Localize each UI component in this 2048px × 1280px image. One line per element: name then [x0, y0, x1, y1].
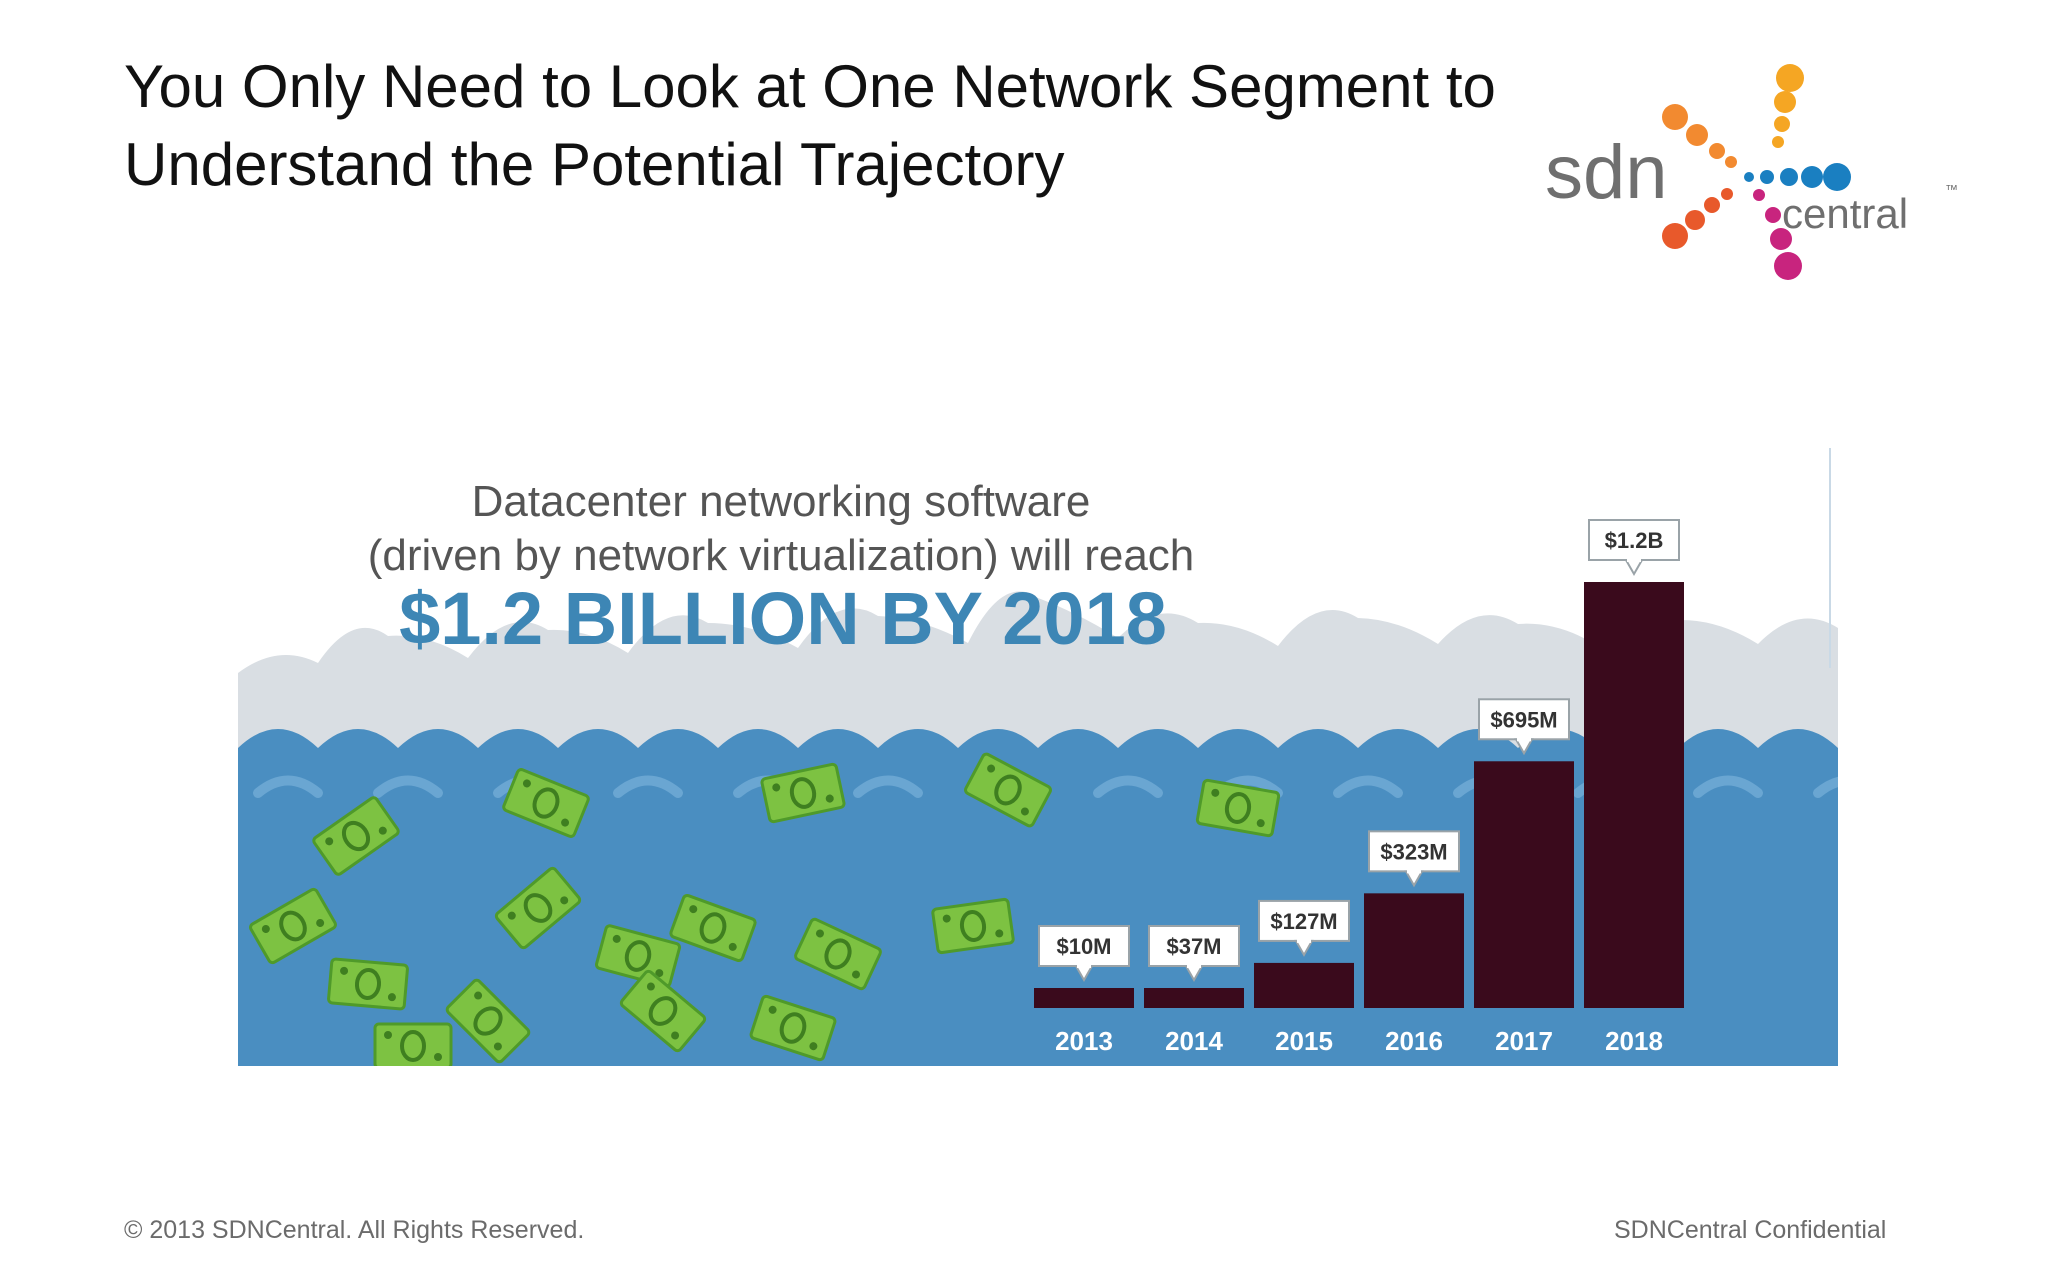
x-tick-2015: 2015 — [1275, 1026, 1333, 1056]
logo-dot — [1780, 168, 1798, 186]
money-bill-icon — [312, 796, 400, 876]
logo-text-sdn: sdn — [1545, 130, 1668, 215]
money-bill-icon — [964, 752, 1052, 828]
logo-dot — [1765, 207, 1781, 223]
money-bill-icon — [373, 1022, 453, 1066]
data-label-2015: $127M — [1258, 899, 1350, 957]
footer-copyright: © 2013 SDNCentral. All Rights Reserved. — [124, 1216, 585, 1244]
logo-dot — [1801, 166, 1823, 188]
data-label-2014: $37M — [1148, 925, 1240, 983]
x-tick-2018: 2018 — [1605, 1026, 1663, 1056]
x-tick-2017: 2017 — [1495, 1026, 1553, 1056]
logo-text-central: central — [1782, 190, 1908, 237]
logo-dot — [1772, 136, 1784, 148]
data-label-text: $1.2B — [1605, 528, 1664, 553]
logo-dot — [1753, 189, 1765, 201]
bar-2015 — [1254, 962, 1354, 1008]
x-tick-2013: 2013 — [1055, 1026, 1113, 1056]
logo-dot — [1776, 64, 1804, 92]
logo-dot — [1709, 143, 1725, 159]
bar-2014 — [1144, 988, 1244, 1008]
chart-headline: $1.2 BILLION BY 2018 — [399, 577, 1167, 660]
money-bill-icon — [669, 893, 757, 963]
chart-subtitle-line-1: Datacenter networking software — [472, 477, 1091, 526]
year-labels: 2013 2014 2015 2016 2017 2018 — [1055, 1026, 1663, 1056]
logo-dot — [1686, 124, 1708, 146]
data-label-text: $37M — [1166, 934, 1221, 959]
slide-title-line-1: You Only Need to Look at One Network Seg… — [124, 53, 1496, 120]
money-bill-icon — [619, 969, 707, 1053]
data-label-2013: $10M — [1038, 925, 1130, 983]
x-tick-2016: 2016 — [1385, 1026, 1443, 1056]
x-tick-2014: 2014 — [1165, 1026, 1223, 1056]
logo-dot — [1774, 116, 1790, 132]
data-label-text: $10M — [1056, 934, 1111, 959]
slide-title-line-2: Understand the Potential Trajectory — [124, 131, 1065, 198]
logo-trademark: ™ — [1945, 182, 1958, 197]
data-label-text: $323M — [1380, 839, 1447, 864]
bar-2013 — [1034, 988, 1134, 1008]
bar-2016 — [1364, 893, 1464, 1008]
logo-dot — [1744, 172, 1754, 182]
logo-dot — [1721, 188, 1733, 200]
logo-dots — [1662, 64, 1851, 280]
slide-title: You Only Need to Look at One Network Seg… — [124, 48, 1584, 204]
bars — [1034, 582, 1684, 1008]
chart-panel: Datacenter networking software (driven b… — [238, 448, 1838, 1066]
logo-dot — [1823, 163, 1851, 191]
money-bill-icon — [502, 768, 590, 838]
logo-dot — [1774, 91, 1796, 113]
money-bill-icon — [760, 762, 846, 824]
money-bill-icon — [931, 897, 1015, 955]
bar-2018 — [1584, 582, 1684, 1008]
data-label-2017: $695M — [1478, 698, 1570, 756]
data-label-text: $695M — [1490, 707, 1557, 732]
logo-dot — [1760, 170, 1774, 184]
logo-dot — [1774, 252, 1802, 280]
logo-dot — [1704, 197, 1720, 213]
logo-dot — [1685, 210, 1705, 230]
data-label-2016: $323M — [1368, 830, 1460, 888]
money-bill-icon — [749, 994, 837, 1062]
money-bill-icon — [1195, 778, 1281, 838]
money-bill-icon — [327, 957, 409, 1011]
money-bills — [249, 752, 1281, 1066]
data-label-text: $127M — [1270, 909, 1337, 934]
money-bill-icon — [445, 978, 531, 1064]
bar-2017 — [1474, 761, 1574, 1008]
money-bill-icon — [794, 917, 882, 991]
footer-confidential: SDNCentral Confidential — [1614, 1216, 1887, 1244]
sdn-central-logo: sdn central ™ — [1545, 64, 1958, 280]
logo-dot — [1725, 156, 1737, 168]
chart-subtitle-line-2: (driven by network virtualization) will … — [368, 531, 1195, 580]
money-bill-icon — [249, 887, 337, 965]
logo-dot — [1662, 223, 1688, 249]
bar-chart: Datacenter networking software (driven b… — [238, 448, 1838, 1066]
logo-dot — [1662, 104, 1688, 130]
data-labels: $10M $37M $127M $323M $695M $1.2B — [1038, 519, 1680, 983]
money-bill-icon — [494, 866, 582, 950]
money-bill-icon — [594, 924, 682, 988]
data-label-2018: $1.2B — [1588, 519, 1680, 577]
logo-dot — [1770, 228, 1792, 250]
